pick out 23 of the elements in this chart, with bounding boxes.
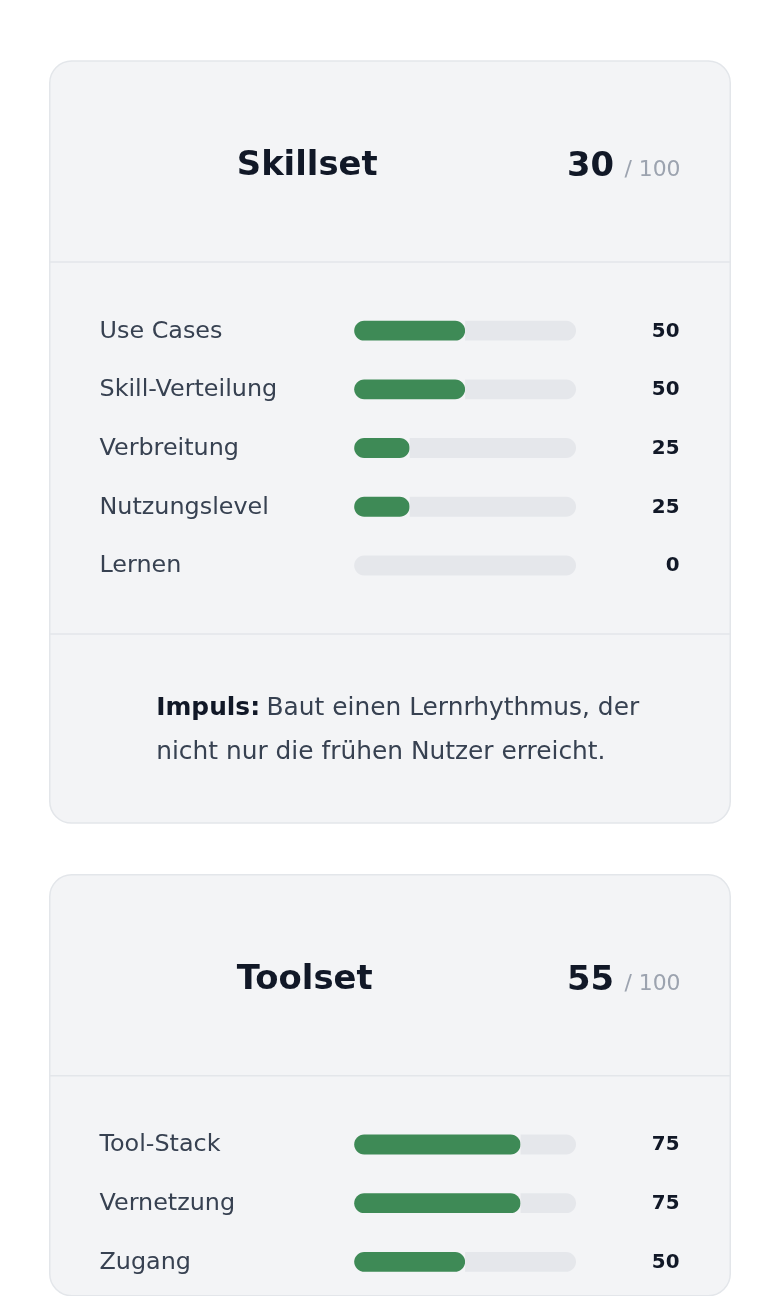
y-tick-label: Verbreitung <box>99 433 239 461</box>
y-tick-label: Zugang <box>99 1246 191 1275</box>
data-label: 50 <box>651 318 680 342</box>
data-label: 75 <box>651 1132 680 1156</box>
y-tick-label: Tool-Stack <box>98 1129 221 1158</box>
y-tick-label: Lernen <box>99 550 182 579</box>
data-label: 25 <box>651 494 680 518</box>
data-label: 25 <box>651 436 680 460</box>
text: / 100 <box>624 970 681 996</box>
data-label: 75 <box>651 1191 680 1215</box>
chart-title: Toolset <box>236 958 373 998</box>
data-label: 50 <box>651 377 680 401</box>
y-tick-label: Nutzungslevel <box>99 491 269 520</box>
data-label: 0 <box>665 553 680 577</box>
text: 30 <box>567 145 615 185</box>
chart-title: Skillset <box>236 144 378 184</box>
y-tick-label: Skill-Verteilung <box>99 374 278 403</box>
y-tick-label: Vernetzung <box>99 1188 236 1217</box>
y-tick-label: Use Cases <box>99 315 223 344</box>
text: 55 <box>567 959 615 999</box>
text: / 100 <box>624 156 681 182</box>
data-label: 50 <box>651 1249 680 1273</box>
text: Impuls: <box>156 691 261 721</box>
